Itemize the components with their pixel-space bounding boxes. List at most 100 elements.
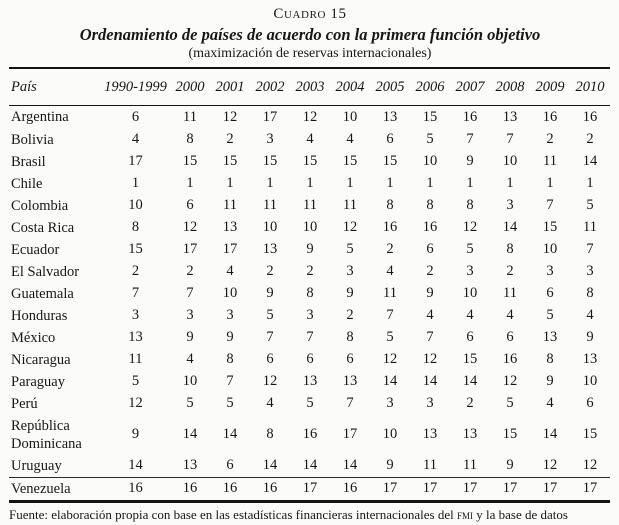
rank-cell: 8 [346, 328, 354, 345]
rank-cell: 14 [302, 456, 318, 473]
rank-cell: 7 [306, 328, 314, 345]
column-header-year: 2008 [490, 68, 530, 106]
rank-cell: 7 [266, 328, 274, 345]
rank-cell: 3 [586, 262, 594, 279]
country-cell: República Dominicana [11, 417, 82, 452]
rank-cell: 13 [422, 425, 438, 442]
rank-cell: 5 [226, 394, 234, 411]
rank-cell: 6 [466, 328, 474, 345]
rank-cell: 13 [182, 456, 198, 473]
rank-cell: 3 [546, 262, 554, 279]
rank-cell: 5 [546, 306, 554, 323]
rank-cell: 8 [506, 240, 514, 257]
rank-cell: 10 [128, 196, 143, 213]
rank-cell: 15 [128, 240, 143, 257]
rank-cell: 2 [346, 306, 354, 323]
rank-cell: 9 [346, 284, 354, 301]
rank-cell: 8 [266, 425, 274, 442]
rank-cell: 1 [226, 174, 234, 191]
table-row: Chile 1 1 1 1 1 1 1 1 1 1 1 1 [9, 173, 610, 195]
rank-cell: 3 [426, 394, 434, 411]
rank-cell: 11 [183, 109, 197, 125]
table-row: México 13 9 9 7 7 8 5 7 6 6 13 9 [9, 327, 610, 349]
rank-cell: 10 [542, 240, 558, 257]
rank-cell: 5 [346, 240, 354, 257]
rank-cell: 4 [131, 130, 140, 147]
rank-cell: 16 [462, 109, 478, 125]
rank-cell: 5 [266, 306, 274, 323]
rank-cell: 11 [423, 456, 437, 473]
rank-cell: 14 [382, 372, 398, 389]
rank-cell: 1 [426, 174, 434, 191]
rank-cell: 17 [290, 476, 330, 501]
rank-cell: 7 [546, 196, 554, 213]
table-title: Ordenamiento de países de acuerdo con la… [79, 25, 541, 44]
rank-cell: 4 [546, 394, 554, 411]
country-cell: Venezuela [9, 476, 101, 501]
rank-cell: 13 [502, 109, 518, 125]
rank-cell: 4 [586, 306, 594, 323]
source-note: Fuente: elaboración propia con base en l… [9, 507, 611, 525]
rank-cell: 4 [426, 306, 434, 323]
rank-cell: 14 [262, 456, 278, 473]
rank-cell: 4 [466, 306, 474, 323]
country-cell: Guatemala [11, 285, 74, 302]
fmi-abbreviation: fmi [456, 506, 473, 522]
rank-cell: 3 [306, 306, 314, 323]
country-cell: Paraguay [11, 373, 65, 390]
rank-cell: 17 [370, 476, 410, 501]
rank-cell: 14 [502, 218, 518, 235]
table-row: El Salvador 2 2 4 2 2 3 4 2 3 2 3 3 [9, 261, 610, 283]
source-note-text: y la base de datos [472, 506, 568, 522]
rank-cell: 7 [131, 284, 140, 301]
rank-cell: 16 [582, 109, 598, 125]
country-cell: Honduras [11, 307, 68, 324]
rank-cell: 3 [186, 306, 194, 323]
column-header-year: 2010 [570, 68, 610, 106]
rank-cell: 10 [582, 372, 598, 389]
rank-cell: 17 [570, 476, 610, 501]
rank-cell: 7 [426, 328, 434, 345]
rank-cell: 12 [342, 218, 358, 235]
rank-cell: 3 [506, 196, 514, 213]
source-note-text: Fuente: elaboración propia con base en l… [9, 506, 457, 522]
country-ranking-table: País 1990-1999 2000 2001 2002 2003 2004 2005 200… [9, 67, 610, 503]
rank-cell: 3 [466, 262, 474, 279]
table-row: Brasil 17 15 15 15 15 15 15 10 9 10 11 14 [9, 151, 610, 173]
rank-cell: 13 [302, 372, 318, 389]
column-header-pais: País [9, 68, 101, 106]
rank-cell: 4 [506, 306, 514, 323]
rank-cell: 6 [131, 109, 140, 125]
rank-cell: 6 [186, 196, 194, 213]
rank-cell: 4 [346, 130, 354, 147]
rank-cell: 16 [330, 476, 370, 501]
rank-cell: 11 [303, 196, 317, 213]
country-cell: Argentina [11, 108, 69, 125]
rank-cell: 4 [266, 394, 274, 411]
rank-cell: 12 [502, 372, 518, 389]
table-row: Guatemala 7 7 10 9 8 9 11 9 10 11 6 8 [9, 283, 610, 305]
rank-cell: 14 [542, 425, 558, 442]
rank-cell: 6 [546, 284, 554, 301]
rank-cell: 16 [250, 476, 290, 501]
rank-cell: 12 [128, 394, 143, 411]
table-row: Bolivia 4 8 2 3 4 4 6 5 7 7 2 2 [9, 129, 610, 151]
rank-cell: 16 [542, 109, 558, 125]
rank-cell: 13 [128, 328, 143, 345]
rank-cell: 1 [386, 174, 394, 191]
rank-cell: 3 [131, 306, 140, 323]
rank-cell: 4 [386, 262, 394, 279]
rank-cell: 11 [128, 350, 143, 367]
rank-cell: 5 [131, 372, 140, 389]
table-row: Honduras 3 3 3 5 3 2 7 4 4 4 5 4 [9, 305, 610, 327]
rank-cell: 17 [128, 152, 143, 169]
table-row: Paraguay 5 10 7 12 13 13 14 14 14 12 9 10 [9, 371, 610, 393]
rank-cell: 1 [306, 174, 314, 191]
country-cell: Costa Rica [11, 219, 75, 236]
rank-cell: 10 [422, 152, 438, 169]
rank-cell: 2 [546, 130, 554, 147]
rank-cell: 11 [543, 152, 557, 169]
rank-cell: 8 [546, 350, 554, 367]
rank-cell: 5 [186, 394, 194, 411]
